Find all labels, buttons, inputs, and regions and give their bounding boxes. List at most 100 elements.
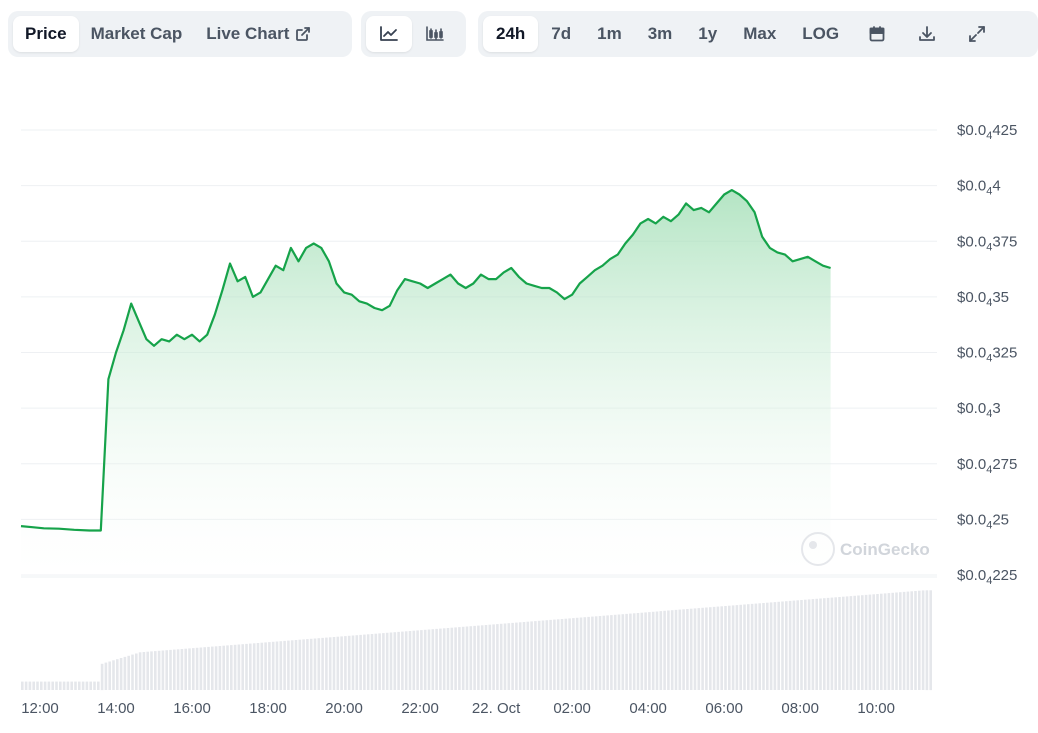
candlestick-button[interactable] xyxy=(412,16,458,52)
volume-bar xyxy=(252,643,256,690)
y-tick-label: $0.043 xyxy=(957,400,1001,420)
volume-bar xyxy=(66,681,70,690)
volume-bar xyxy=(211,646,214,690)
coingecko-watermark: CoinGecko xyxy=(801,532,930,566)
volume-bar xyxy=(670,610,674,690)
volume-bar xyxy=(59,681,62,690)
volume-bar xyxy=(138,652,142,690)
volume-bar xyxy=(169,649,172,690)
volume-bar xyxy=(431,629,435,690)
volume-bar xyxy=(906,591,910,690)
volume-bar xyxy=(689,608,693,690)
volume-bar xyxy=(625,613,628,690)
metric-tab-group: Price Market Cap Live Chart xyxy=(8,11,352,57)
x-tick-label: 14:00 xyxy=(97,700,135,717)
volume-bar xyxy=(233,644,237,690)
volume-bar xyxy=(807,599,811,690)
volume-bar xyxy=(914,591,917,690)
volume-bar xyxy=(693,608,697,690)
volume-bar xyxy=(587,616,590,690)
volume-bar xyxy=(43,681,47,690)
range-max[interactable]: Max xyxy=(730,16,789,52)
volume-bar xyxy=(24,681,28,690)
range-7d-label: 7d xyxy=(551,24,572,43)
volume-bar xyxy=(173,649,176,690)
volume-bar xyxy=(214,646,218,690)
volume-bar xyxy=(203,647,206,690)
log-scale-toggle[interactable]: LOG xyxy=(789,16,852,52)
range-1m[interactable]: 1m xyxy=(584,16,635,52)
volume-bar xyxy=(294,640,298,690)
volume-bar xyxy=(636,613,640,690)
volume-bar xyxy=(728,605,731,690)
volume-bar xyxy=(526,621,530,690)
x-tick-label: 10:00 xyxy=(857,700,895,717)
y-tick-label: $0.0435 xyxy=(957,289,1009,309)
range-24h[interactable]: 24h xyxy=(483,16,539,52)
range-3m[interactable]: 3m xyxy=(635,16,686,52)
volume-bar xyxy=(279,641,283,690)
volume-bar xyxy=(157,650,161,690)
volume-bar xyxy=(32,681,35,690)
calendar-button[interactable] xyxy=(852,16,902,52)
volume-bar xyxy=(515,622,518,690)
volume-bar xyxy=(306,639,309,690)
volume-bar xyxy=(549,619,552,690)
range-1y-label: 1y xyxy=(698,24,718,43)
volume-bar xyxy=(883,593,887,690)
volume-bar xyxy=(317,638,321,690)
volume-bar xyxy=(192,648,195,690)
volume-bar xyxy=(887,593,891,690)
y-tick-label: $0.0425 xyxy=(957,511,1009,531)
volume-bar xyxy=(226,645,229,690)
volume-bar xyxy=(534,621,537,690)
range-7d[interactable]: 7d xyxy=(538,16,584,52)
x-tick-label: 22. Oct xyxy=(472,700,521,717)
volume-bar xyxy=(583,617,587,690)
volume-bar xyxy=(363,634,366,690)
volume-bar xyxy=(97,681,100,690)
external-link-icon xyxy=(295,26,311,42)
tab-market-cap[interactable]: Market Cap xyxy=(79,16,195,52)
volume-bar xyxy=(241,644,244,690)
volume-bar xyxy=(93,681,96,690)
volume-bar xyxy=(644,612,647,690)
volume-bar xyxy=(629,613,632,690)
y-tick-label: $0.04325 xyxy=(957,345,1017,365)
volume-bar xyxy=(161,650,165,690)
volume-bar xyxy=(655,611,659,690)
volume-bar xyxy=(328,637,332,690)
volume-bar xyxy=(135,653,138,690)
tab-live-chart[interactable]: Live Chart xyxy=(194,16,323,52)
volume-bar xyxy=(393,632,397,690)
volume-bar xyxy=(28,681,32,690)
volume-bar xyxy=(298,639,302,690)
volume-bar xyxy=(442,628,446,690)
fullscreen-button[interactable] xyxy=(952,16,1002,52)
range-max-label: Max xyxy=(743,24,777,43)
volume-bar xyxy=(747,604,750,690)
volume-bar xyxy=(131,654,134,690)
calendar-icon xyxy=(868,25,886,43)
volume-bar xyxy=(598,616,602,690)
volume-bar xyxy=(180,649,184,690)
range-1y[interactable]: 1y xyxy=(685,16,730,52)
volume-bar xyxy=(594,616,598,690)
tab-price[interactable]: Price xyxy=(13,16,79,52)
x-tick-label: 12:00 xyxy=(21,700,59,717)
download-button[interactable] xyxy=(902,16,952,52)
volume-bar xyxy=(811,599,815,690)
volume-bar xyxy=(85,681,89,690)
line-chart-button[interactable] xyxy=(366,16,412,52)
volume-bar xyxy=(473,625,476,690)
volume-bar xyxy=(230,645,233,690)
volume-bar xyxy=(918,590,921,690)
volume-bar xyxy=(340,636,343,690)
volume-bar xyxy=(188,648,191,690)
volume-bar xyxy=(720,606,723,690)
volume-bar xyxy=(264,642,267,690)
volume-bar xyxy=(899,592,902,690)
volume-bar xyxy=(40,681,43,690)
volume-bar xyxy=(199,647,203,690)
